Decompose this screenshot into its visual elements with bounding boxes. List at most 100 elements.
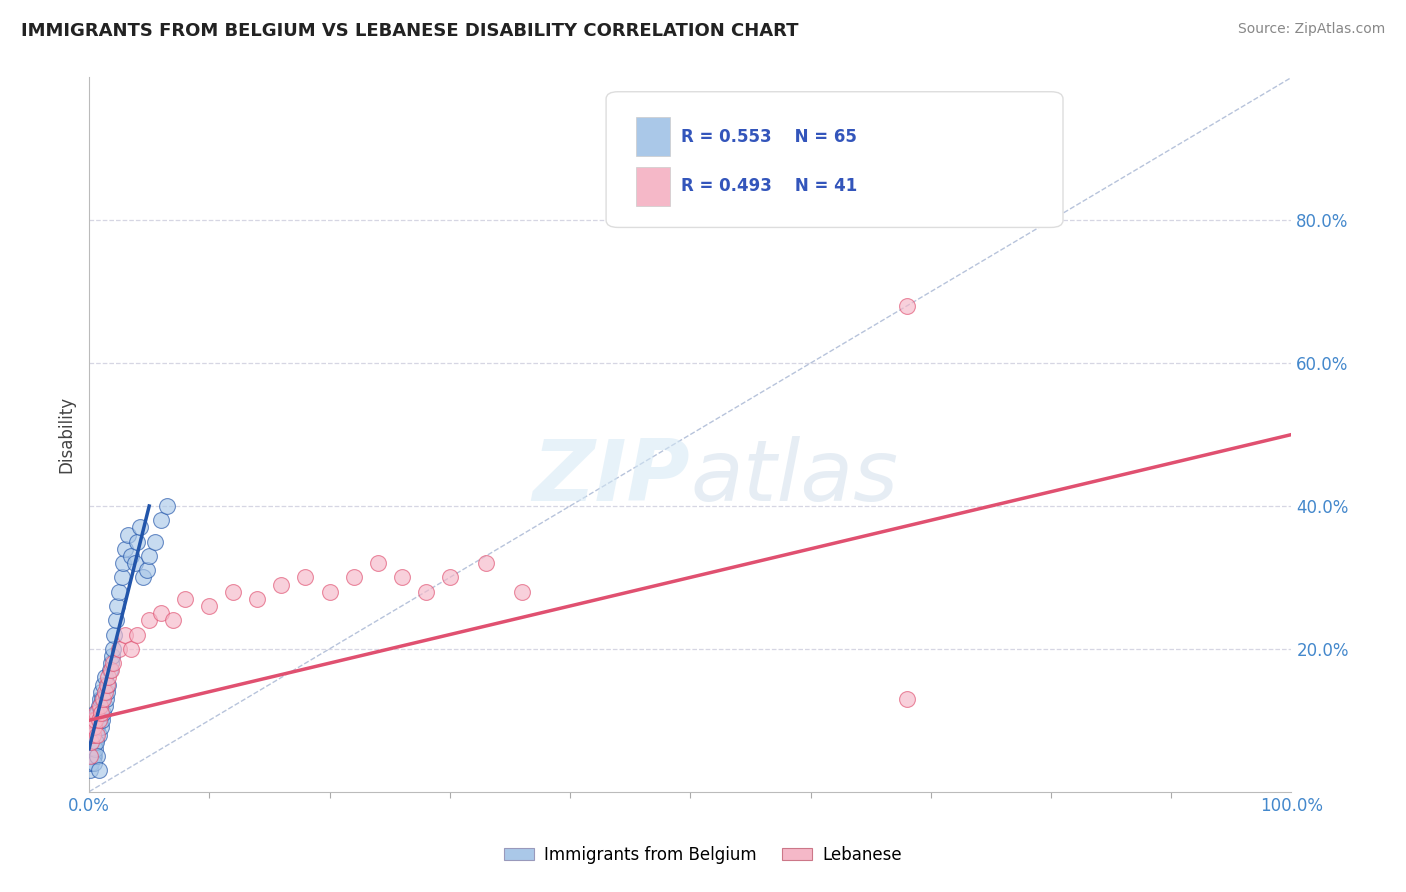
Point bbox=[82, 727, 104, 741]
Point bbox=[198, 599, 221, 613]
Point bbox=[510, 584, 533, 599]
Bar bbox=[636, 167, 669, 206]
Point bbox=[90, 706, 112, 720]
Point bbox=[104, 613, 127, 627]
Point bbox=[97, 677, 120, 691]
Point bbox=[114, 541, 136, 556]
Point bbox=[80, 749, 103, 764]
Point bbox=[91, 713, 114, 727]
Point bbox=[896, 691, 918, 706]
Point bbox=[83, 735, 105, 749]
Point bbox=[80, 756, 103, 771]
Point bbox=[90, 706, 112, 720]
Point bbox=[98, 663, 121, 677]
Point bbox=[896, 299, 918, 313]
Point bbox=[93, 677, 115, 691]
Text: R = 0.493    N = 41: R = 0.493 N = 41 bbox=[681, 177, 856, 195]
Point bbox=[294, 570, 316, 584]
Point bbox=[84, 735, 107, 749]
Point bbox=[120, 549, 142, 563]
Point bbox=[80, 720, 103, 734]
Point bbox=[138, 549, 160, 563]
Point bbox=[93, 670, 115, 684]
Point bbox=[105, 599, 128, 613]
Point bbox=[475, 556, 498, 570]
Text: ZIP: ZIP bbox=[533, 436, 690, 519]
Point bbox=[415, 584, 437, 599]
Point bbox=[101, 648, 124, 663]
Point bbox=[135, 563, 157, 577]
Point bbox=[79, 742, 101, 756]
Point bbox=[90, 720, 112, 734]
Bar bbox=[636, 117, 669, 156]
Point bbox=[367, 556, 389, 570]
Point bbox=[391, 570, 413, 584]
Point bbox=[87, 698, 110, 713]
Point bbox=[114, 627, 136, 641]
Point bbox=[84, 742, 107, 756]
Point bbox=[87, 727, 110, 741]
Point bbox=[79, 756, 101, 771]
Point bbox=[86, 706, 108, 720]
Point bbox=[100, 663, 122, 677]
Point bbox=[96, 684, 118, 698]
Point bbox=[89, 713, 111, 727]
Point bbox=[84, 706, 107, 720]
Point bbox=[83, 720, 105, 734]
Point bbox=[101, 641, 124, 656]
FancyBboxPatch shape bbox=[606, 92, 1063, 227]
Point bbox=[84, 727, 107, 741]
Point bbox=[108, 641, 131, 656]
Point bbox=[86, 727, 108, 741]
Point bbox=[94, 691, 117, 706]
Point bbox=[270, 577, 292, 591]
Point bbox=[79, 764, 101, 778]
Point bbox=[100, 656, 122, 670]
Point bbox=[90, 684, 112, 698]
Point bbox=[127, 534, 149, 549]
Point bbox=[80, 735, 103, 749]
Point bbox=[162, 613, 184, 627]
Point bbox=[87, 713, 110, 727]
Point bbox=[110, 570, 132, 584]
Point bbox=[79, 749, 101, 764]
Point bbox=[222, 584, 245, 599]
Point bbox=[93, 706, 115, 720]
Point bbox=[97, 670, 120, 684]
Legend: Immigrants from Belgium, Lebanese: Immigrants from Belgium, Lebanese bbox=[498, 839, 908, 871]
Point bbox=[174, 591, 197, 606]
Point bbox=[127, 627, 149, 641]
Point bbox=[143, 534, 166, 549]
Text: atlas: atlas bbox=[690, 436, 898, 519]
Point bbox=[132, 570, 155, 584]
Point bbox=[84, 713, 107, 727]
Point bbox=[128, 520, 150, 534]
Point bbox=[93, 698, 115, 713]
Point bbox=[84, 706, 107, 720]
Point bbox=[87, 764, 110, 778]
Point bbox=[82, 742, 104, 756]
Point bbox=[117, 527, 139, 541]
Point bbox=[86, 720, 108, 734]
Point bbox=[82, 713, 104, 727]
Point bbox=[246, 591, 269, 606]
Point bbox=[96, 677, 118, 691]
Point bbox=[84, 720, 107, 734]
Point bbox=[82, 713, 104, 727]
Point bbox=[103, 627, 125, 641]
Point bbox=[150, 606, 173, 620]
Point bbox=[93, 691, 115, 706]
Point bbox=[82, 749, 104, 764]
Point bbox=[89, 691, 111, 706]
Point bbox=[93, 684, 115, 698]
Point bbox=[83, 756, 105, 771]
Point bbox=[439, 570, 461, 584]
Point bbox=[86, 749, 108, 764]
Point bbox=[91, 691, 114, 706]
Point bbox=[124, 556, 146, 570]
Text: IMMIGRANTS FROM BELGIUM VS LEBANESE DISABILITY CORRELATION CHART: IMMIGRANTS FROM BELGIUM VS LEBANESE DISA… bbox=[21, 22, 799, 40]
Point bbox=[83, 720, 105, 734]
Point bbox=[79, 727, 101, 741]
Point bbox=[342, 570, 364, 584]
Text: Source: ZipAtlas.com: Source: ZipAtlas.com bbox=[1237, 22, 1385, 37]
